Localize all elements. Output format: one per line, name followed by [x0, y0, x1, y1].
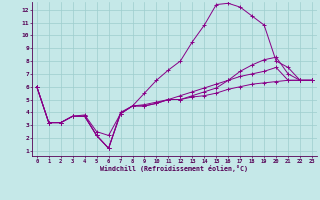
X-axis label: Windchill (Refroidissement éolien,°C): Windchill (Refroidissement éolien,°C)	[100, 165, 248, 172]
